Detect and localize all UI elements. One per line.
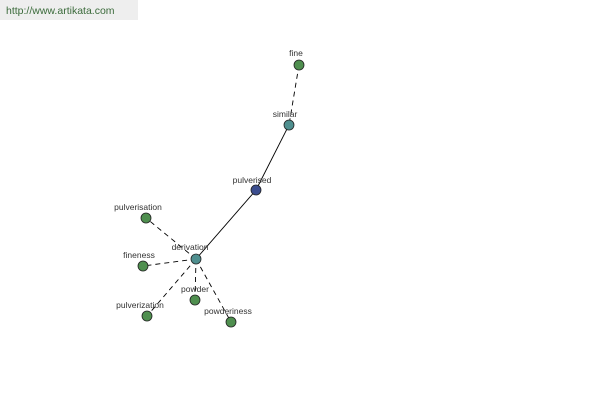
edge xyxy=(195,189,257,260)
edge xyxy=(288,64,300,126)
node[interactable] xyxy=(189,294,201,306)
node[interactable] xyxy=(250,184,262,196)
edge xyxy=(145,217,197,260)
edge xyxy=(194,258,197,301)
node-label[interactable]: pulverised xyxy=(233,175,272,185)
node-label[interactable]: derivation xyxy=(172,242,209,252)
edge xyxy=(146,258,197,317)
edge xyxy=(142,258,197,267)
edge xyxy=(255,124,290,191)
header-bar xyxy=(0,0,138,20)
nodes: fine similar pulverised derivation pulve… xyxy=(114,48,305,328)
edges xyxy=(142,64,300,323)
node[interactable] xyxy=(225,316,237,328)
node[interactable] xyxy=(190,253,202,265)
node-label[interactable]: pulverisation xyxy=(114,202,162,212)
node[interactable] xyxy=(293,59,305,71)
node-label[interactable]: similar xyxy=(273,109,298,119)
node-label[interactable]: fineness xyxy=(123,250,155,260)
node-label[interactable]: fine xyxy=(289,48,303,58)
node-label[interactable]: powder xyxy=(181,284,209,294)
node[interactable] xyxy=(137,260,149,272)
site-url[interactable]: http://www.artikata.com xyxy=(6,5,115,17)
node[interactable] xyxy=(140,212,152,224)
node-label[interactable]: pulverization xyxy=(116,300,164,310)
node[interactable] xyxy=(141,310,153,322)
node-label[interactable]: powderiness xyxy=(204,306,252,316)
node[interactable] xyxy=(283,119,295,131)
edge xyxy=(195,258,232,323)
